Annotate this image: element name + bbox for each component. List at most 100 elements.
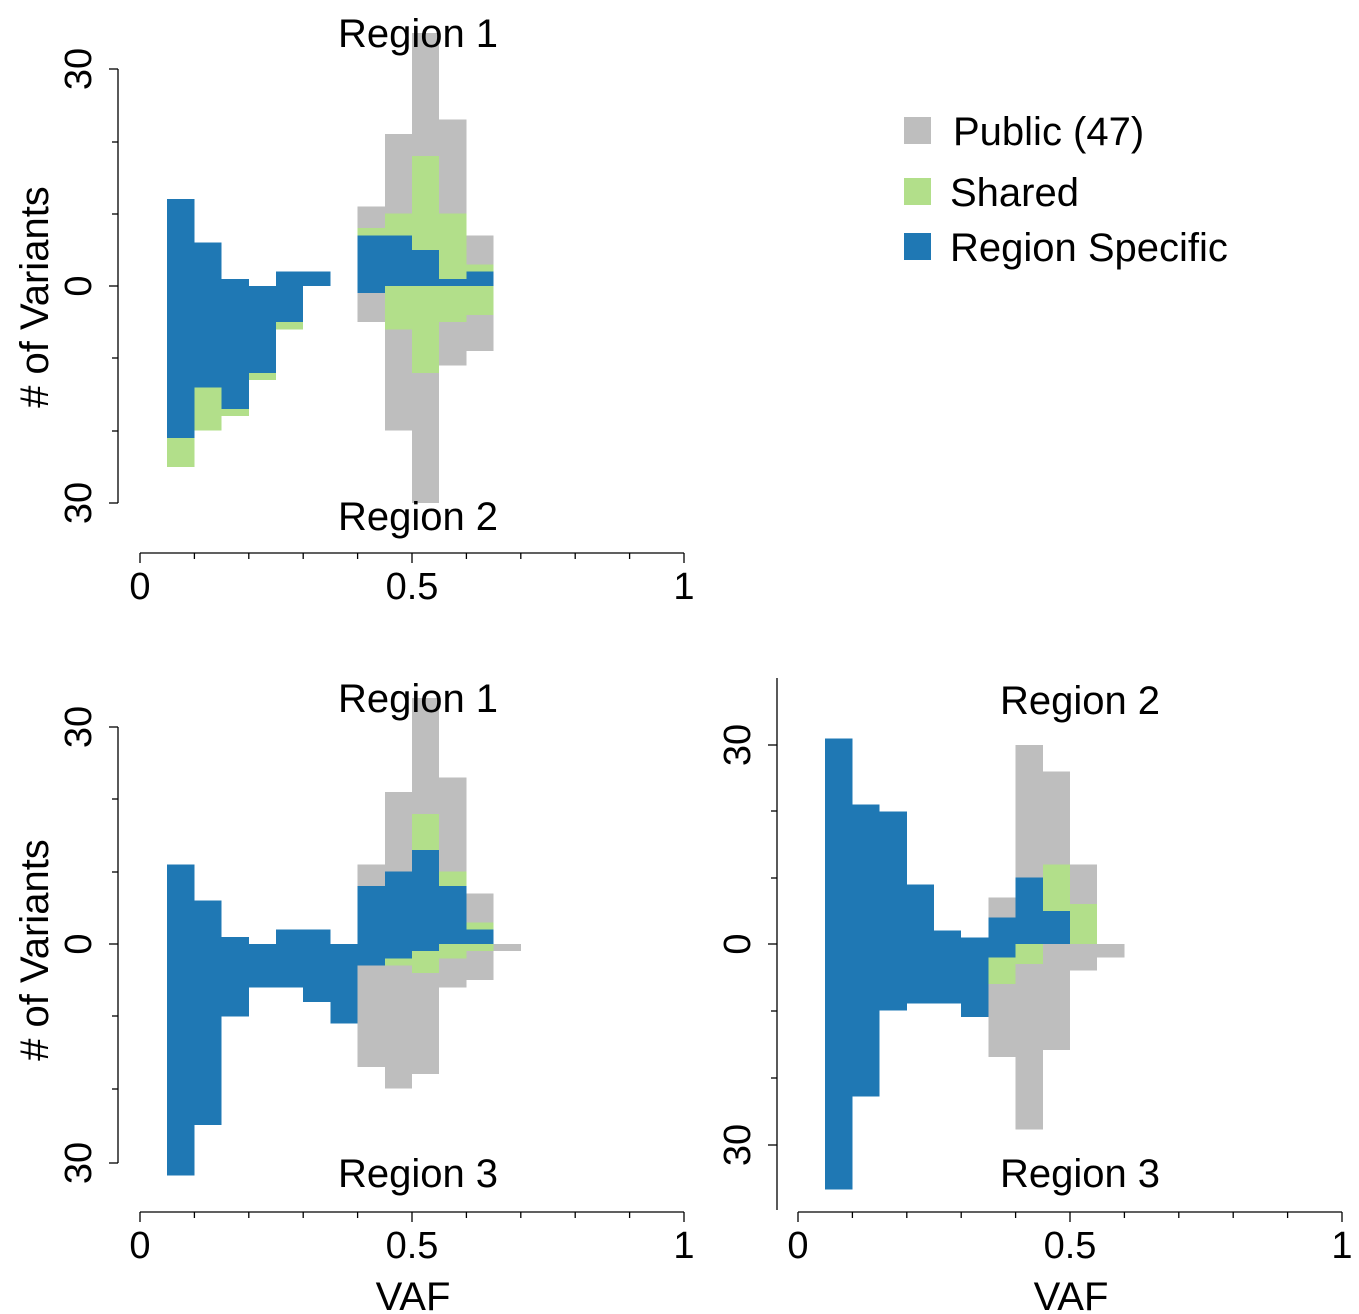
bar-top-region-specific-10 (439, 278, 467, 286)
bar-bottom-region-specific-7 (357, 944, 385, 966)
bar-top-region-specific-1 (194, 242, 222, 286)
bar-top-region-specific-8 (384, 235, 412, 286)
legend-swatch (904, 117, 931, 144)
legend-swatch (904, 233, 931, 260)
legend-swatch (904, 178, 931, 205)
bar-top-region-specific-1 (194, 900, 222, 944)
bar-bottom-region-specific-6 (988, 944, 1016, 958)
y-tick-label: 30 (58, 482, 100, 524)
bar-bottom-region-specific-2 (879, 944, 907, 1011)
bar-top-region-specific-4 (934, 930, 962, 944)
top-region-label: Region 1 (338, 12, 498, 56)
bar-top-region-specific-7 (1015, 877, 1043, 944)
bottom-region-label: Region 3 (338, 1152, 498, 1196)
bar-top-region-specific-2 (221, 278, 249, 286)
x-tick-label: 0.5 (1044, 1225, 1097, 1267)
bar-bottom-public-12 (493, 944, 521, 952)
bar-bottom-public-10 (1097, 944, 1125, 958)
bottom-region-label: Region 2 (338, 495, 498, 539)
y-tick-label: 0 (58, 275, 100, 296)
y-tick-label: 30 (717, 1124, 759, 1166)
bar-bottom-shared-10 (439, 286, 467, 323)
bar-bottom-region-specific-1 (194, 286, 222, 388)
bar-top-region-specific-2 (221, 936, 249, 944)
x-tick-label: 0 (787, 1225, 808, 1267)
bar-bottom-region-specific-8 (384, 944, 412, 959)
y-tick-label: 30 (58, 1142, 100, 1184)
bar-top-region-specific-7 (357, 235, 385, 286)
bar-bottom-region-specific-9 (412, 944, 440, 952)
x-tick-label: 0.5 (386, 566, 439, 608)
bar-bottom-public-7 (1015, 944, 1043, 1130)
bar-top-region-specific-8 (1042, 910, 1070, 944)
bar-top-region-specific-5 (961, 937, 989, 944)
bar-top-region-specific-10 (439, 886, 467, 944)
bar-bottom-region-specific-6 (330, 944, 358, 1024)
bar-bottom-shared-10 (439, 944, 467, 959)
bar-top-region-specific-11 (466, 929, 494, 944)
x-tick-label: 0 (129, 566, 150, 608)
bar-bottom-region-specific-4 (934, 944, 962, 1004)
bar-bottom-region-specific-1 (852, 944, 880, 1097)
top-region-label: Region 2 (1000, 679, 1160, 723)
bar-top-region-specific-3 (906, 884, 934, 944)
bar-top-region-specific-2 (879, 811, 907, 944)
bar-bottom-public-8 (1042, 944, 1070, 1051)
bar-bottom-region-specific-0 (167, 944, 195, 1176)
bar-bottom-region-specific-3 (906, 944, 934, 1004)
x-tick-label: 0 (129, 1225, 150, 1267)
x-tick-label: 1 (1331, 1225, 1352, 1267)
x-tick-label: 1 (673, 566, 694, 608)
bar-top-region-specific-0 (167, 199, 195, 286)
bar-bottom-region-specific-7 (357, 286, 385, 294)
bar-top-region-specific-7 (357, 886, 385, 944)
x-axis-title: VAF (376, 1275, 451, 1314)
bar-bottom-public-9 (1070, 944, 1098, 971)
x-tick-label: 1 (673, 1225, 694, 1267)
bar-top-region-specific-6 (988, 917, 1016, 944)
bar-top-region-specific-0 (825, 738, 853, 944)
legend: Public (47) Shared Region Specific (904, 110, 1228, 270)
bar-top-region-specific-1 (852, 804, 880, 944)
bar-bottom-region-specific-0 (825, 944, 853, 1190)
top-region-label: Region 1 (338, 677, 498, 721)
bottom-region-label: Region 3 (1000, 1152, 1160, 1196)
bar-top-shared-9 (1070, 904, 1098, 944)
bar-top-region-specific-5 (303, 271, 331, 286)
bar-bottom-region-specific-5 (303, 944, 331, 1002)
bar-top-region-specific-0 (167, 864, 195, 944)
bar-bottom-shared-8 (384, 286, 412, 330)
bar-bottom-region-specific-1 (194, 944, 222, 1125)
legend-label: Public (47) (953, 110, 1144, 154)
bar-bottom-shared-7 (1015, 944, 1043, 964)
bar-bottom-region-specific-2 (221, 286, 249, 409)
legend-label: Region Specific (950, 226, 1228, 270)
panel-2: 30 0 30 0 0.5 1 Region 1 Region 3 # of Variants V… (13, 677, 695, 1314)
bar-top-region-specific-9 (412, 249, 440, 286)
bar-top-region-specific-4 (276, 271, 304, 286)
bar-top-region-specific-5 (303, 929, 331, 944)
bar-top-region-specific-4 (276, 929, 304, 944)
y-tick-label: 0 (717, 933, 759, 954)
panel-1: 30 0 30 0 0.5 1 Region 1 Region 2 # of Variants (13, 12, 695, 608)
bar-bottom-region-specific-5 (961, 944, 989, 1017)
y-tick-label: 30 (58, 48, 100, 90)
y-axis-title: # of Variants (13, 839, 57, 1061)
y-axis-title: # of Variants (13, 186, 57, 408)
bar-bottom-shared-11 (466, 944, 494, 952)
x-tick-label: 0.5 (386, 1225, 439, 1267)
bar-bottom-public-8 (384, 944, 412, 1089)
bar-bottom-region-specific-0 (167, 286, 195, 438)
y-tick-label: 30 (717, 724, 759, 766)
bar-top-region-specific-11 (466, 271, 494, 286)
bar-bottom-region-specific-4 (276, 286, 304, 323)
bar-bottom-region-specific-3 (248, 944, 276, 988)
x-axis-title: VAF (1034, 1275, 1109, 1314)
bar-bottom-region-specific-4 (276, 944, 304, 988)
bar-bottom-region-specific-3 (248, 286, 276, 373)
y-tick-label: 30 (58, 706, 100, 748)
bar-bottom-shared-11 (466, 286, 494, 315)
bar-bottom-region-specific-2 (221, 944, 249, 1017)
bar-top-region-specific-8 (384, 871, 412, 944)
